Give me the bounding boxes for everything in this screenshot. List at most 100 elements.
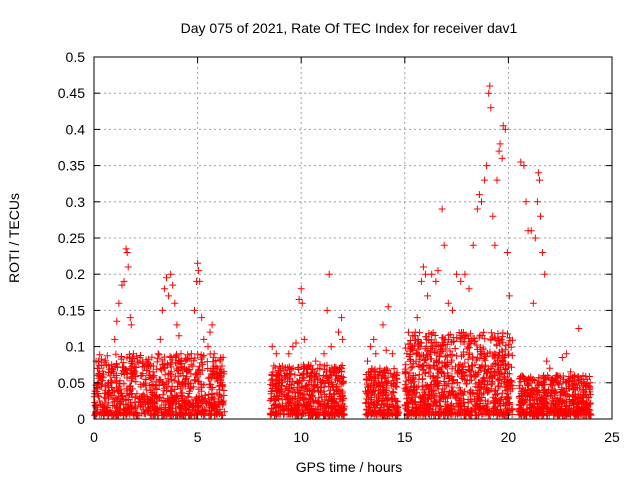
data-point bbox=[287, 385, 295, 393]
data-point bbox=[150, 411, 158, 418]
data-point bbox=[339, 400, 347, 408]
data-point bbox=[111, 335, 119, 343]
data-point bbox=[381, 367, 389, 374]
grid-lines bbox=[94, 57, 612, 419]
data-point bbox=[476, 354, 484, 362]
data-point bbox=[338, 314, 346, 322]
data-point bbox=[160, 384, 168, 392]
data-point bbox=[554, 381, 562, 389]
data-point bbox=[442, 398, 449, 406]
data-point bbox=[455, 384, 463, 392]
data-point bbox=[276, 401, 284, 409]
data-point bbox=[189, 399, 197, 407]
data-point bbox=[553, 404, 561, 412]
data-point bbox=[537, 212, 544, 220]
data-point bbox=[565, 396, 573, 403]
data-point bbox=[495, 400, 503, 408]
data-point bbox=[367, 343, 375, 351]
data-point bbox=[440, 378, 448, 385]
data-point bbox=[473, 205, 481, 213]
data-point bbox=[197, 410, 205, 417]
data-point bbox=[210, 402, 218, 410]
data-point bbox=[499, 356, 507, 364]
data-point bbox=[204, 374, 212, 382]
data-point bbox=[461, 270, 469, 278]
data-point bbox=[125, 383, 133, 391]
data-point bbox=[449, 306, 456, 314]
data-point bbox=[508, 352, 516, 360]
data-point bbox=[448, 400, 455, 408]
data-point bbox=[124, 409, 132, 417]
data-point bbox=[575, 400, 583, 408]
data-point bbox=[472, 383, 480, 391]
data-point bbox=[420, 351, 427, 359]
data-point bbox=[441, 373, 448, 381]
data-point bbox=[435, 411, 443, 419]
data-point bbox=[561, 392, 569, 400]
data-point bbox=[517, 158, 525, 166]
data-point bbox=[539, 249, 547, 256]
data-point bbox=[477, 349, 485, 357]
data-point bbox=[132, 373, 140, 380]
data-point bbox=[111, 394, 119, 402]
data-point bbox=[487, 329, 495, 337]
data-point bbox=[285, 374, 293, 382]
data-point bbox=[328, 378, 336, 386]
data-point bbox=[128, 377, 135, 385]
data-point bbox=[459, 375, 467, 383]
data-point bbox=[288, 405, 296, 413]
data-point bbox=[320, 362, 328, 370]
data-point bbox=[200, 335, 208, 343]
data-point bbox=[495, 370, 503, 378]
data-point bbox=[534, 169, 542, 177]
data-point bbox=[431, 349, 439, 356]
data-point bbox=[216, 372, 224, 380]
data-point bbox=[416, 343, 424, 351]
data-point bbox=[187, 350, 195, 358]
y-tick-label: 0.1 bbox=[66, 339, 86, 355]
data-point bbox=[366, 406, 374, 414]
data-point bbox=[108, 368, 116, 376]
data-point bbox=[326, 372, 334, 380]
data-point bbox=[411, 341, 419, 349]
data-point bbox=[444, 391, 452, 399]
data-point bbox=[118, 281, 126, 289]
data-point bbox=[315, 388, 322, 396]
data-point bbox=[305, 386, 313, 394]
data-point bbox=[366, 373, 374, 381]
data-point bbox=[496, 371, 504, 379]
data-point bbox=[112, 360, 120, 368]
data-point bbox=[219, 382, 226, 390]
data-point bbox=[164, 375, 172, 383]
data-point bbox=[428, 387, 436, 395]
data-point bbox=[442, 362, 450, 370]
data-point bbox=[292, 339, 300, 347]
data-point bbox=[124, 263, 132, 271]
data-point bbox=[308, 378, 316, 386]
data-point bbox=[440, 241, 448, 249]
data-point bbox=[128, 363, 136, 371]
data-point bbox=[175, 367, 182, 374]
data-point bbox=[420, 405, 428, 413]
data-point bbox=[459, 366, 467, 373]
data-point bbox=[492, 395, 500, 403]
data-point bbox=[428, 270, 436, 278]
data-point bbox=[113, 402, 120, 410]
data-point bbox=[486, 82, 494, 90]
data-point bbox=[316, 409, 324, 417]
data-point bbox=[295, 402, 302, 410]
data-point bbox=[465, 285, 473, 293]
data-point bbox=[95, 362, 103, 370]
data-point bbox=[379, 321, 387, 329]
data-point bbox=[586, 386, 593, 394]
data-point bbox=[533, 387, 541, 395]
data-point bbox=[456, 360, 464, 368]
data-point bbox=[103, 352, 111, 360]
data-point bbox=[272, 410, 280, 417]
data-point bbox=[293, 386, 301, 394]
x-axis-label: GPS time / hours bbox=[296, 459, 403, 475]
data-point bbox=[164, 383, 172, 391]
data-point bbox=[558, 354, 566, 361]
data-point bbox=[303, 364, 311, 372]
data-point bbox=[412, 357, 420, 365]
